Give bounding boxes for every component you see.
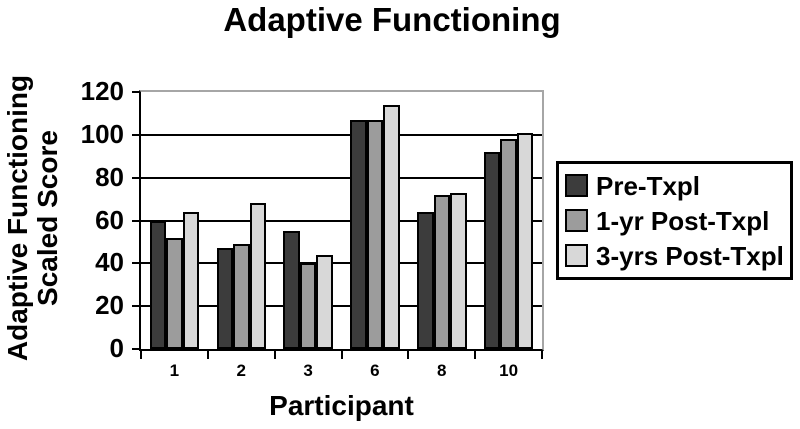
x-axis-tick-label-3: 3 [303, 361, 313, 380]
gridline-40 [141, 262, 542, 265]
x-axis-tick-label-6: 6 [370, 361, 380, 380]
gridline-80 [141, 176, 542, 179]
bar-1-yr Post-Txpl-participant-8 [433, 194, 450, 349]
legend-swatch-3-yrs Post-Txpl [565, 244, 588, 267]
bar-3-yrs Post-Txpl-participant-2 [249, 203, 266, 349]
x-axis-tick-label-8: 8 [437, 361, 447, 380]
bar-Pre-Txpl-participant-10 [483, 151, 501, 349]
bar-3-yrs Post-Txpl-participant-8 [450, 192, 467, 349]
y-axis-tick-label-100: 100 [80, 118, 124, 149]
y-axis-tick-label-20: 20 [95, 290, 124, 321]
legend-label: Pre-Txpl [596, 170, 701, 201]
x-axis-tick-2 [273, 351, 276, 359]
y-axis-tick-label-120: 120 [80, 75, 124, 106]
legend: Pre-Txpl 1-yr Post-Txpl 3-yrs Post-Txpl [556, 161, 793, 280]
bar-Pre-Txpl-participant-2 [216, 248, 233, 349]
bar-3-yrs Post-Txpl-participant-1 [182, 211, 200, 349]
y-axis-tick-100 [132, 133, 141, 136]
gridline-20 [141, 305, 542, 308]
y-axis-tick-80 [132, 176, 141, 179]
y-axis-tick-label-0: 0 [109, 332, 124, 363]
legend-label: 1-yr Post-Txpl [596, 205, 770, 236]
bar-3-yrs Post-Txpl-participant-3 [316, 254, 333, 349]
bar-1-yr Post-Txpl-participant-3 [299, 263, 317, 349]
x-axis-tick-6 [541, 351, 543, 359]
x-axis-title: Participant [269, 390, 414, 421]
x-axis-tick-4 [407, 351, 410, 359]
bar-3-yrs Post-Txpl-participant-6 [383, 104, 400, 349]
y-axis-tick-120 [132, 91, 141, 93]
x-axis-tick-0 [140, 351, 142, 359]
y-axis-title-line-1: Adaptive Functioning [2, 74, 33, 362]
legend-swatch-Pre-Txpl [565, 174, 588, 197]
bar-Pre-Txpl-participant-1 [149, 220, 167, 349]
y-axis-tick-label-80: 80 [95, 161, 124, 192]
y-axis-tick-0 [132, 348, 141, 350]
bar-1-yr Post-Txpl-participant-10 [500, 139, 517, 349]
bar-Pre-Txpl-participant-6 [350, 119, 367, 349]
x-axis-tick-5 [474, 351, 477, 359]
bar-1-yr Post-Txpl-participant-6 [366, 119, 384, 349]
legend-item-1-yr Post-Txpl: 1-yr Post-Txpl [565, 207, 784, 235]
x-axis-tick-label-10: 10 [499, 361, 519, 380]
plot-area [139, 90, 544, 351]
bar-Pre-Txpl-participant-8 [417, 211, 434, 349]
bar-3-yrs Post-Txpl-participant-10 [516, 132, 534, 349]
y-axis-tick-60 [132, 219, 141, 222]
y-axis-tick-label-60: 60 [95, 204, 124, 235]
y-axis-tick-label-40: 40 [95, 247, 124, 278]
y-axis-tick-40 [132, 262, 141, 265]
x-axis-tick-3 [340, 351, 343, 359]
legend-swatch-1-yr Post-Txpl [565, 209, 588, 232]
y-axis-tick-20 [132, 305, 141, 308]
x-axis-tick-label-1: 1 [169, 361, 180, 380]
legend-item-Pre-Txpl: Pre-Txpl [565, 172, 784, 200]
bar-1-yr Post-Txpl-participant-2 [233, 244, 250, 349]
x-axis-tick-1 [206, 351, 209, 359]
gridline-60 [141, 219, 542, 222]
legend-label: 3-yrs Post-Txpl [596, 240, 784, 271]
bar-Pre-Txpl-participant-3 [283, 231, 300, 349]
bar-1-yr Post-Txpl-participant-1 [166, 237, 183, 349]
x-axis-tick-label-2: 2 [236, 361, 246, 380]
gridline-100 [141, 133, 542, 136]
legend-item-3-yrs Post-Txpl: 3-yrs Post-Txpl [565, 242, 784, 270]
chart-title: Adaptive Functioning [223, 1, 561, 38]
